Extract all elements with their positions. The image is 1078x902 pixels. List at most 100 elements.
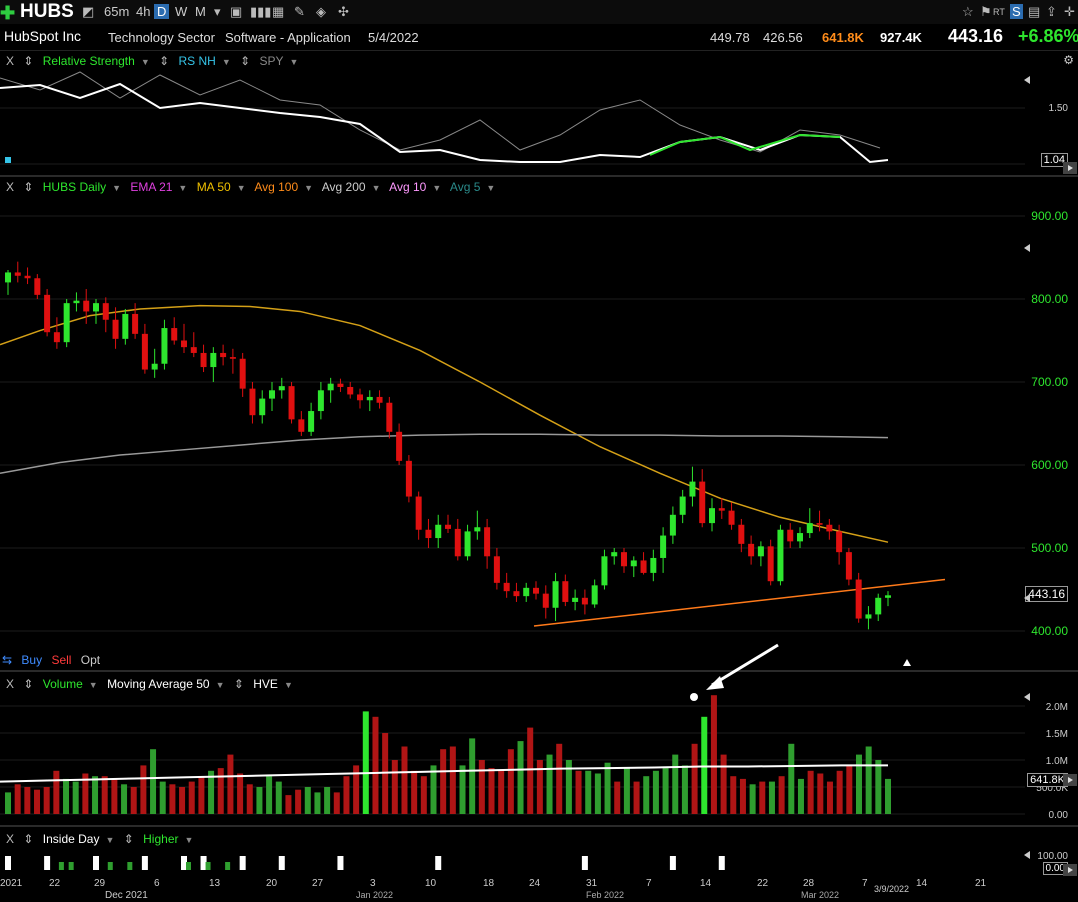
sell-button[interactable]: Sell	[51, 653, 72, 667]
legend-ma50[interactable]: MA 50	[196, 180, 231, 194]
chevron-down-icon[interactable]: ▼	[371, 183, 381, 193]
rt-label[interactable]: RT	[993, 7, 1005, 17]
rs-nh-marker	[5, 157, 11, 163]
volume-ma-line	[0, 764, 888, 783]
chevron-down-icon[interactable]: ▼	[432, 183, 442, 193]
star-icon[interactable]: ☆	[962, 4, 974, 19]
candle-body	[5, 272, 11, 283]
ticker-symbol[interactable]: HUBS	[20, 1, 74, 22]
move-icon[interactable]: ⇕	[23, 677, 34, 691]
inside-day-marker	[44, 856, 51, 870]
move-icon[interactable]: ⇕	[240, 54, 251, 68]
chevron-right-icon	[1068, 867, 1073, 873]
share-icon[interactable]: ⇪	[1046, 4, 1057, 19]
expand-icon[interactable]: ✛	[1064, 4, 1075, 19]
legend-avg10[interactable]: Avg 10	[389, 180, 427, 194]
chevron-down-icon[interactable]: ▼	[215, 680, 225, 690]
calculator-icon[interactable]: ▦	[272, 4, 285, 19]
chevron-down-icon[interactable]: ▾	[214, 4, 221, 19]
save-icon[interactable]: ▤	[1028, 4, 1041, 19]
panel-divider[interactable]	[0, 670, 1078, 672]
x-month-label: Jan 2022	[356, 890, 394, 900]
timeframe-daily[interactable]: D	[154, 4, 170, 19]
higher-marker	[68, 862, 74, 870]
legend-avg5[interactable]: Avg 5	[449, 180, 481, 194]
volume-bar	[585, 770, 592, 814]
chevron-down-icon[interactable]: ▼	[304, 183, 314, 193]
move-icon[interactable]: ⇕	[159, 54, 170, 68]
legend-hve[interactable]: HVE	[253, 677, 278, 691]
chevron-down-icon[interactable]: ▼	[184, 835, 194, 845]
candle-body	[669, 514, 676, 536]
timeframe-4h[interactable]: 4h	[136, 4, 151, 19]
legend-spy[interactable]: SPY	[259, 54, 284, 68]
avg200-line	[0, 433, 889, 475]
chart-type-icon[interactable]: ◩	[82, 4, 95, 19]
chevron-down-icon[interactable]: ▼	[283, 680, 293, 690]
move-icon[interactable]: ⇕	[233, 677, 244, 691]
chevron-down-icon[interactable]: ▼	[140, 57, 150, 67]
chevron-down-icon[interactable]: ▼	[88, 680, 98, 690]
close-icon[interactable]: X	[6, 180, 15, 194]
cart-icon[interactable]: ⇆	[2, 653, 13, 667]
chevron-down-icon[interactable]: ▼	[105, 835, 115, 845]
buy-button[interactable]: Buy	[21, 653, 43, 667]
panel-divider[interactable]	[0, 175, 1078, 177]
chevron-down-icon[interactable]: ▼	[289, 57, 299, 67]
volume-bar	[633, 781, 640, 814]
volume-bar	[652, 770, 659, 814]
close-icon[interactable]: X	[6, 677, 15, 691]
rt-flag-icon[interactable]: ⚑	[980, 4, 992, 19]
volume-bar	[266, 776, 273, 814]
volume-bar	[227, 754, 234, 814]
legend-avg200[interactable]: Avg 200	[321, 180, 366, 194]
chevron-down-icon[interactable]: ▼	[236, 183, 246, 193]
chevron-down-icon[interactable]: ▼	[112, 183, 122, 193]
move-icon[interactable]: ⇕	[23, 832, 34, 846]
timeframe-monthly[interactable]: M	[195, 4, 206, 19]
move-icon[interactable]: ⇕	[23, 180, 34, 194]
draw-icon[interactable]: ✎	[294, 4, 305, 19]
legend-hubs-daily[interactable]: HUBS Daily	[42, 180, 107, 194]
volume-value-tag: 641.8K	[1027, 773, 1068, 787]
legend-relative-strength[interactable]: Relative Strength	[42, 54, 135, 68]
candle-body	[376, 396, 383, 403]
relative-strength-highlight	[649, 133, 841, 156]
higher-marker	[127, 862, 133, 870]
move-icon[interactable]: ⇕	[23, 54, 34, 68]
chevron-down-icon[interactable]: ▼	[221, 57, 231, 67]
add-icon[interactable]: ✚	[0, 3, 16, 23]
grid-lines	[0, 107, 1025, 815]
close-icon[interactable]: X	[6, 54, 15, 68]
legend-inside-day[interactable]: Inside Day	[42, 832, 100, 846]
volume-bar	[333, 792, 340, 814]
volume-bar	[623, 768, 630, 814]
chevron-down-icon[interactable]: ▼	[178, 183, 188, 193]
move-icon[interactable]: ⇕	[123, 832, 134, 846]
network-icon[interactable]: ✣	[338, 4, 349, 19]
timeframe-65m[interactable]: 65m	[104, 4, 130, 19]
x-tick-label: 22	[757, 878, 769, 889]
close-icon[interactable]: X	[6, 832, 15, 846]
legend-higher[interactable]: Higher	[143, 832, 179, 846]
timeframe-weekly[interactable]: W	[175, 4, 188, 19]
volume-bar	[391, 760, 398, 814]
legend-ma50-volume[interactable]: Moving Average 50	[107, 677, 210, 691]
s-icon[interactable]: S	[1010, 4, 1023, 19]
bars-icon[interactable]: ▮▮▮	[250, 4, 272, 19]
volume-bar	[855, 754, 862, 814]
legend-avg100[interactable]: Avg 100	[254, 180, 299, 194]
legend-rs-nh[interactable]: RS NH	[178, 54, 216, 68]
candle-style-icon[interactable]: ▣	[230, 4, 243, 19]
chevron-down-icon[interactable]: ▼	[486, 183, 496, 193]
candle-body	[288, 386, 295, 420]
legend-ema21[interactable]: EMA 21	[130, 180, 173, 194]
legend-volume[interactable]: Volume	[42, 677, 83, 691]
gear-icon[interactable]: ⚙	[1063, 53, 1074, 67]
candle-body	[474, 527, 481, 532]
options-button[interactable]: Opt	[80, 653, 101, 667]
tag-icon[interactable]: ◈	[316, 4, 326, 19]
panel-divider[interactable]	[0, 825, 1078, 827]
volume-bar	[198, 776, 205, 814]
